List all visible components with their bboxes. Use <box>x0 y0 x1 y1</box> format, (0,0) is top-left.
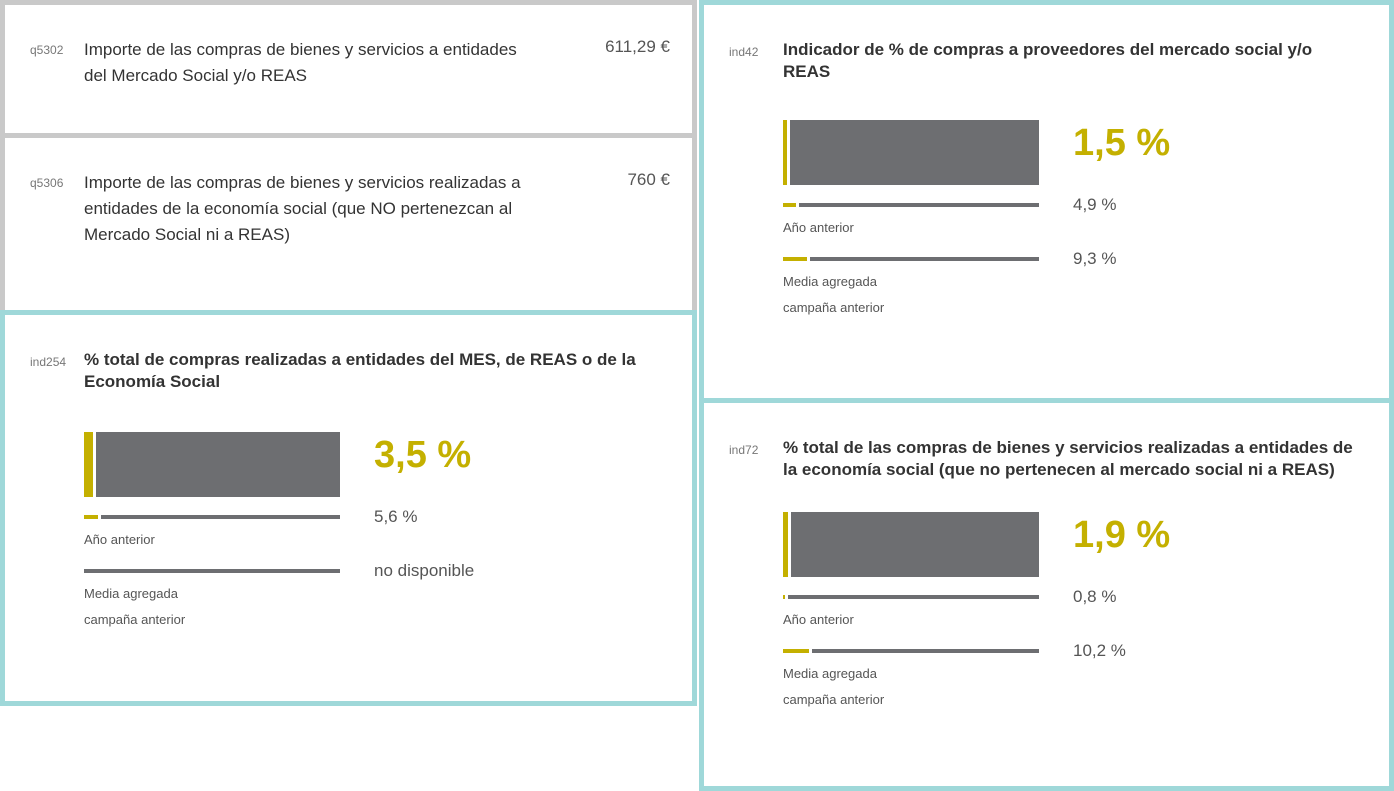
indicator-title: Indicador de % de compras a proveedores … <box>783 40 1313 81</box>
indicator-title: % total de compras realizadas a entidade… <box>84 350 636 391</box>
value-bar <box>783 649 810 653</box>
question-card: q5302 Importe de las compras de bienes y … <box>0 0 697 138</box>
previous-line <box>783 595 1039 599</box>
average-caption: Media agregada campaña anterior <box>84 586 186 627</box>
question-card: q5306 Importe de las compras de bienes y … <box>0 133 697 315</box>
previous-line <box>783 203 1039 207</box>
question-code: q5302 <box>30 43 64 57</box>
average-row: 9,3 % Media agregada campaña anterior <box>783 249 1203 315</box>
value-bar <box>783 203 796 207</box>
track <box>790 512 1039 577</box>
indicator-card: ind254 % total de compras realizadas a en… <box>0 310 697 706</box>
current-bar <box>783 120 1039 185</box>
question-amount: 611,29 € <box>605 37 670 56</box>
value-bar <box>783 512 788 577</box>
average-line <box>84 569 340 573</box>
average-row: no disponible Media agregada campaña ante… <box>84 561 504 627</box>
value-bar <box>84 515 99 519</box>
indicator-card: ind72 % total de las compras de bienes y … <box>699 398 1394 791</box>
average-value: 10,2 % <box>1073 641 1126 660</box>
question-text: Importe de las compras de bienes y servi… <box>84 173 521 244</box>
indicator-code: ind42 <box>729 45 759 59</box>
question-amount: 760 € <box>627 170 670 189</box>
current-value: 1,5 % <box>1073 122 1171 164</box>
previous-value: 0,8 % <box>1073 587 1117 606</box>
indicator-code: ind72 <box>729 443 759 457</box>
track <box>788 595 1039 599</box>
track <box>798 203 1039 207</box>
indicator-values: 3,5 % 5,6 % Año anterior no disponible Media… <box>84 432 504 627</box>
average-caption: Media agregada campaña anterior <box>783 274 885 315</box>
current-bar <box>84 432 340 497</box>
previous-caption: Año anterior <box>84 532 155 547</box>
track <box>809 257 1039 261</box>
previous-row: 4,9 % Año anterior <box>783 195 1203 249</box>
previous-value: 4,9 % <box>1073 195 1117 214</box>
question-text: Importe de las compras de bienes y servi… <box>84 40 517 85</box>
value-bar <box>783 257 807 261</box>
average-caption: Media agregada campaña anterior <box>783 666 885 707</box>
previous-value: 5,6 % <box>374 507 418 526</box>
value-bar <box>783 120 787 185</box>
current-value: 1,9 % <box>1073 514 1171 556</box>
indicator-values: 1,9 % 0,8 % Año anterior 10,2 % Media agrega… <box>783 512 1203 707</box>
indicator-title: % total de las compras de bienes y servi… <box>783 438 1353 479</box>
previous-row: 0,8 % Año anterior <box>783 587 1203 641</box>
indicator-card: ind42 Indicador de % de compras a proveed… <box>699 0 1394 405</box>
track <box>84 569 340 573</box>
question-code: q5306 <box>30 176 64 190</box>
previous-line <box>84 515 340 519</box>
value-bar <box>783 595 786 599</box>
current-bar <box>783 512 1039 577</box>
average-value: 9,3 % <box>1073 249 1117 268</box>
track <box>789 120 1039 185</box>
previous-caption: Año anterior <box>783 612 854 627</box>
average-value: no disponible <box>374 561 475 580</box>
average-row: 10,2 % Media agregada campaña anterior <box>783 641 1203 707</box>
track <box>95 432 340 497</box>
average-line <box>783 257 1039 261</box>
track <box>812 649 1039 653</box>
previous-row: 5,6 % Año anterior <box>84 507 504 561</box>
indicator-code: ind254 <box>30 355 67 369</box>
value-bar <box>84 432 93 497</box>
indicator-values: 1,5 % 4,9 % Año anterior 9,3 % Media agregad… <box>783 120 1203 315</box>
previous-caption: Año anterior <box>783 220 854 235</box>
average-line <box>783 649 1039 653</box>
current-value: 3,5 % <box>374 434 472 476</box>
track <box>101 515 340 519</box>
